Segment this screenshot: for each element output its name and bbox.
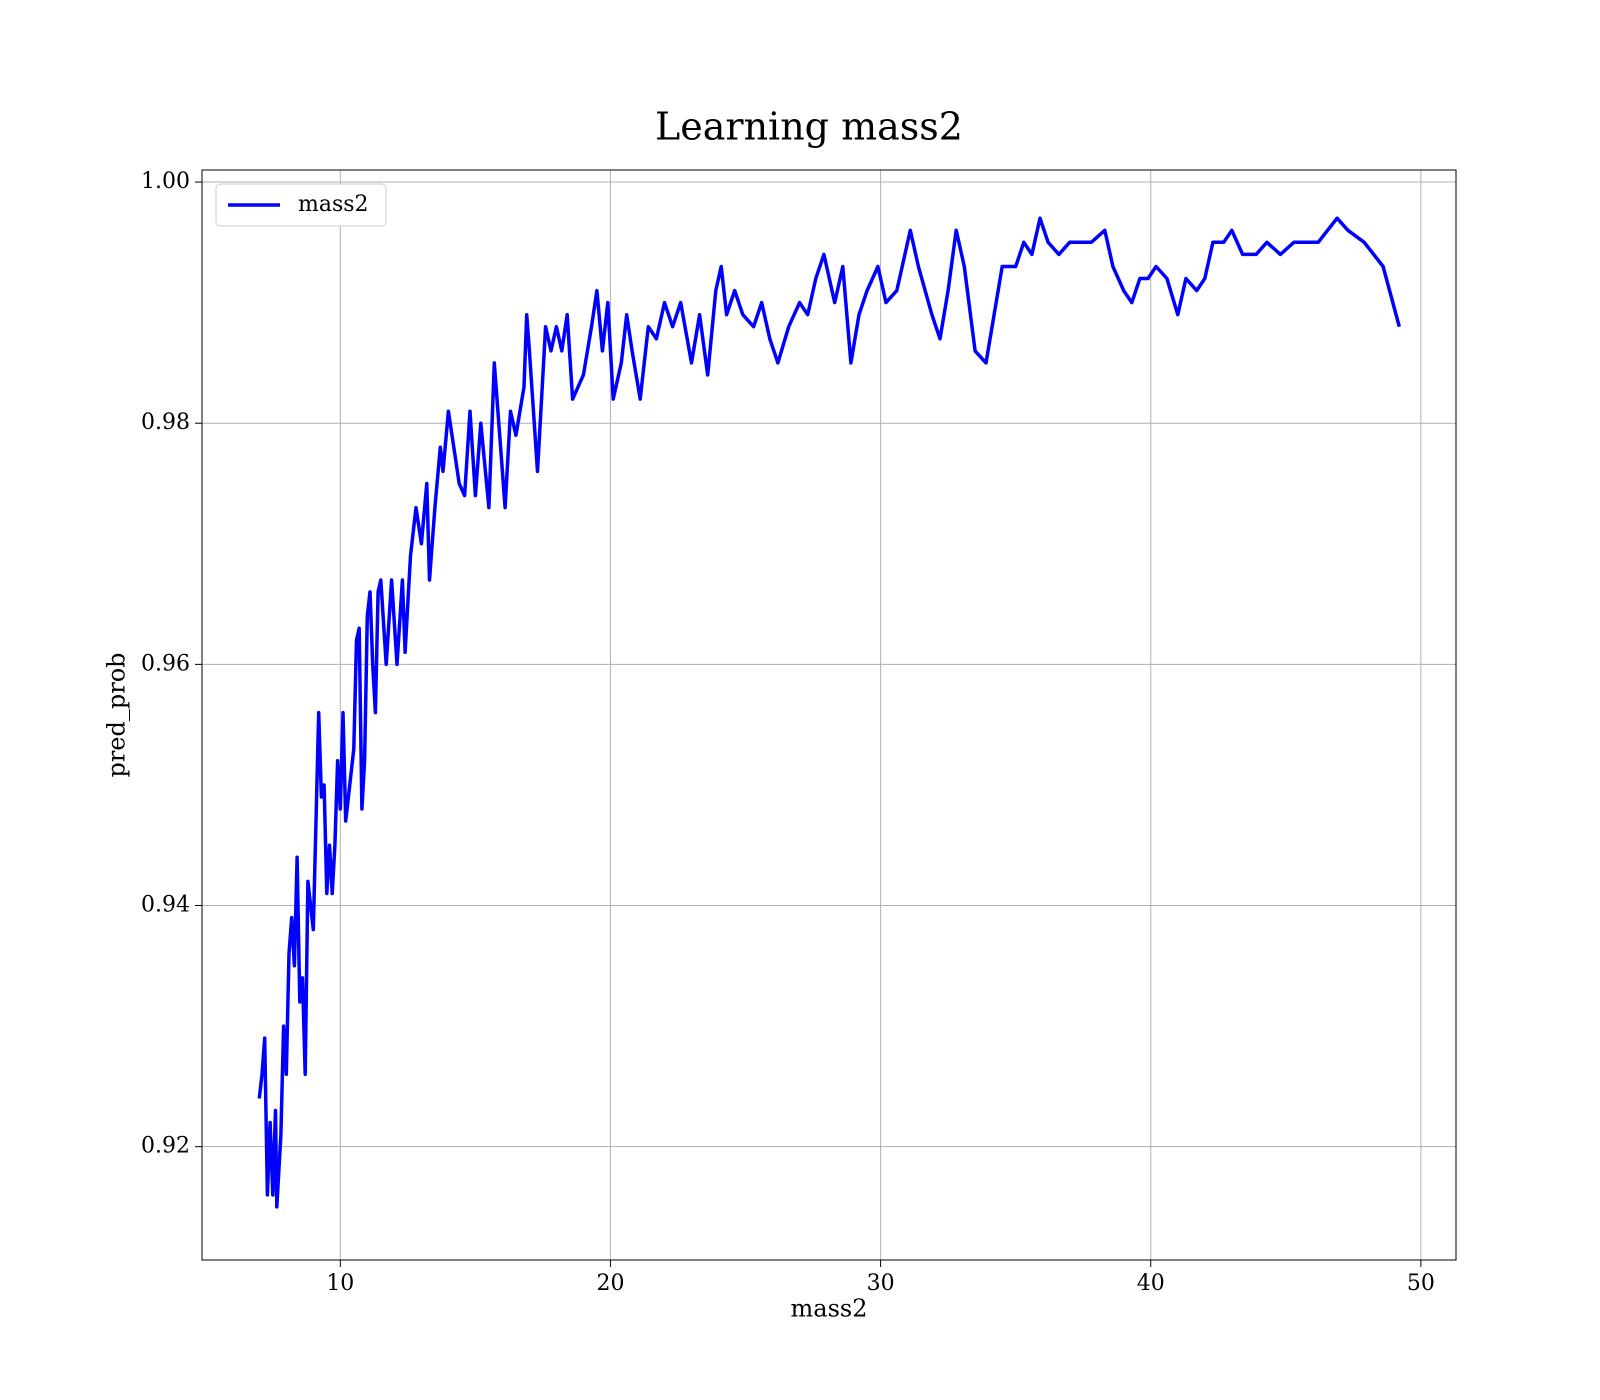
legend-label: mass2	[298, 192, 369, 217]
x-tick-label: 30	[867, 1271, 895, 1296]
y-tick-label: 0.98	[141, 410, 190, 435]
plot-frame	[201, 169, 1457, 1261]
x-tick-label: 20	[596, 1271, 624, 1296]
x-axis-label: mass2	[791, 1295, 868, 1323]
y-tick-label: 0.96	[141, 651, 190, 676]
y-tick-label: 0.94	[141, 893, 190, 918]
y-tick-label: 0.92	[141, 1134, 190, 1159]
data-line	[257, 216, 1401, 1209]
x-tick-label: 50	[1407, 1271, 1435, 1296]
chart-title: Learning mass2	[655, 105, 963, 149]
y-axis-label: pred_prob	[103, 652, 131, 777]
x-tick-label: 10	[326, 1271, 354, 1296]
legend-box	[215, 183, 387, 227]
x-tick-label: 40	[1137, 1271, 1165, 1296]
y-tick-label: 1.00	[141, 169, 190, 194]
